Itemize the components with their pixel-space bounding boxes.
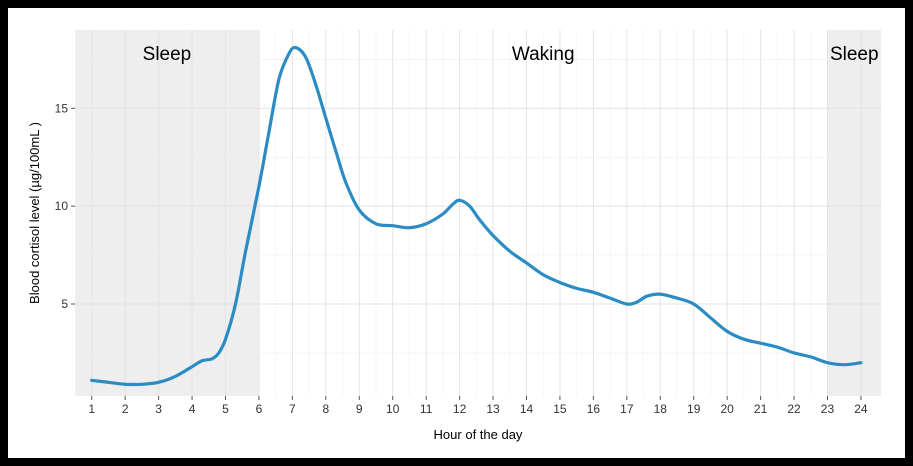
x-tick-label-11: 12 <box>453 402 467 416</box>
x-tick-label-17: 18 <box>654 402 668 416</box>
x-tick-label-18: 19 <box>687 402 701 416</box>
x-tick-label-4: 5 <box>222 402 229 416</box>
x-tick-label-15: 16 <box>587 402 601 416</box>
x-tick-label-22: 23 <box>821 402 835 416</box>
x-tick-label-2: 3 <box>155 402 162 416</box>
x-tick-label-9: 10 <box>386 402 400 416</box>
region-label-0: Sleep <box>143 44 192 65</box>
shaded-region-0 <box>75 30 259 396</box>
x-tick-label-13: 14 <box>520 402 534 416</box>
y-tick-label-2: 15 <box>55 101 69 115</box>
x-tick-label-7: 8 <box>322 402 329 416</box>
y-tick-label-1: 10 <box>55 199 69 213</box>
y-tick-label-0: 5 <box>61 297 68 311</box>
chart-frame: 1 2 3 4 5 6 7 8 9 10 11 12 13 14 15 16 17 18 19 20 21 22 23 24 5… <box>8 8 905 458</box>
x-tick-label-1: 2 <box>122 402 129 416</box>
cortisol-line-chart: 1 2 3 4 5 6 7 8 9 10 11 12 13 14 15 16 17 18 19 20 21 22 23 245… <box>27 30 881 442</box>
x-tick-label-6: 7 <box>289 402 296 416</box>
region-label-1: Waking <box>512 44 575 65</box>
x-tick-label-20: 21 <box>754 402 768 416</box>
x-tick-label-16: 17 <box>620 402 634 416</box>
x-tick-label-5: 6 <box>256 402 263 416</box>
x-tick-label-10: 11 <box>420 402 433 416</box>
x-tick-label-19: 20 <box>720 402 734 416</box>
x-tick-label-21: 22 <box>787 402 801 416</box>
x-tick-label-8: 9 <box>356 402 363 416</box>
x-tick-label-3: 4 <box>189 402 196 416</box>
x-tick-label-0: 1 <box>88 402 95 416</box>
region-label-2: Sleep <box>830 44 879 65</box>
x-tick-label-23: 24 <box>854 402 868 416</box>
y-axis-title: Blood cortisol level (µg/100mL ) <box>27 122 42 304</box>
x-axis-title: Hour of the day <box>434 427 523 442</box>
series-line-0 <box>90 45 863 387</box>
x-tick-label-14: 15 <box>553 402 567 416</box>
shaded-region-2 <box>827 30 881 396</box>
x-tick-label-12: 13 <box>486 402 500 416</box>
